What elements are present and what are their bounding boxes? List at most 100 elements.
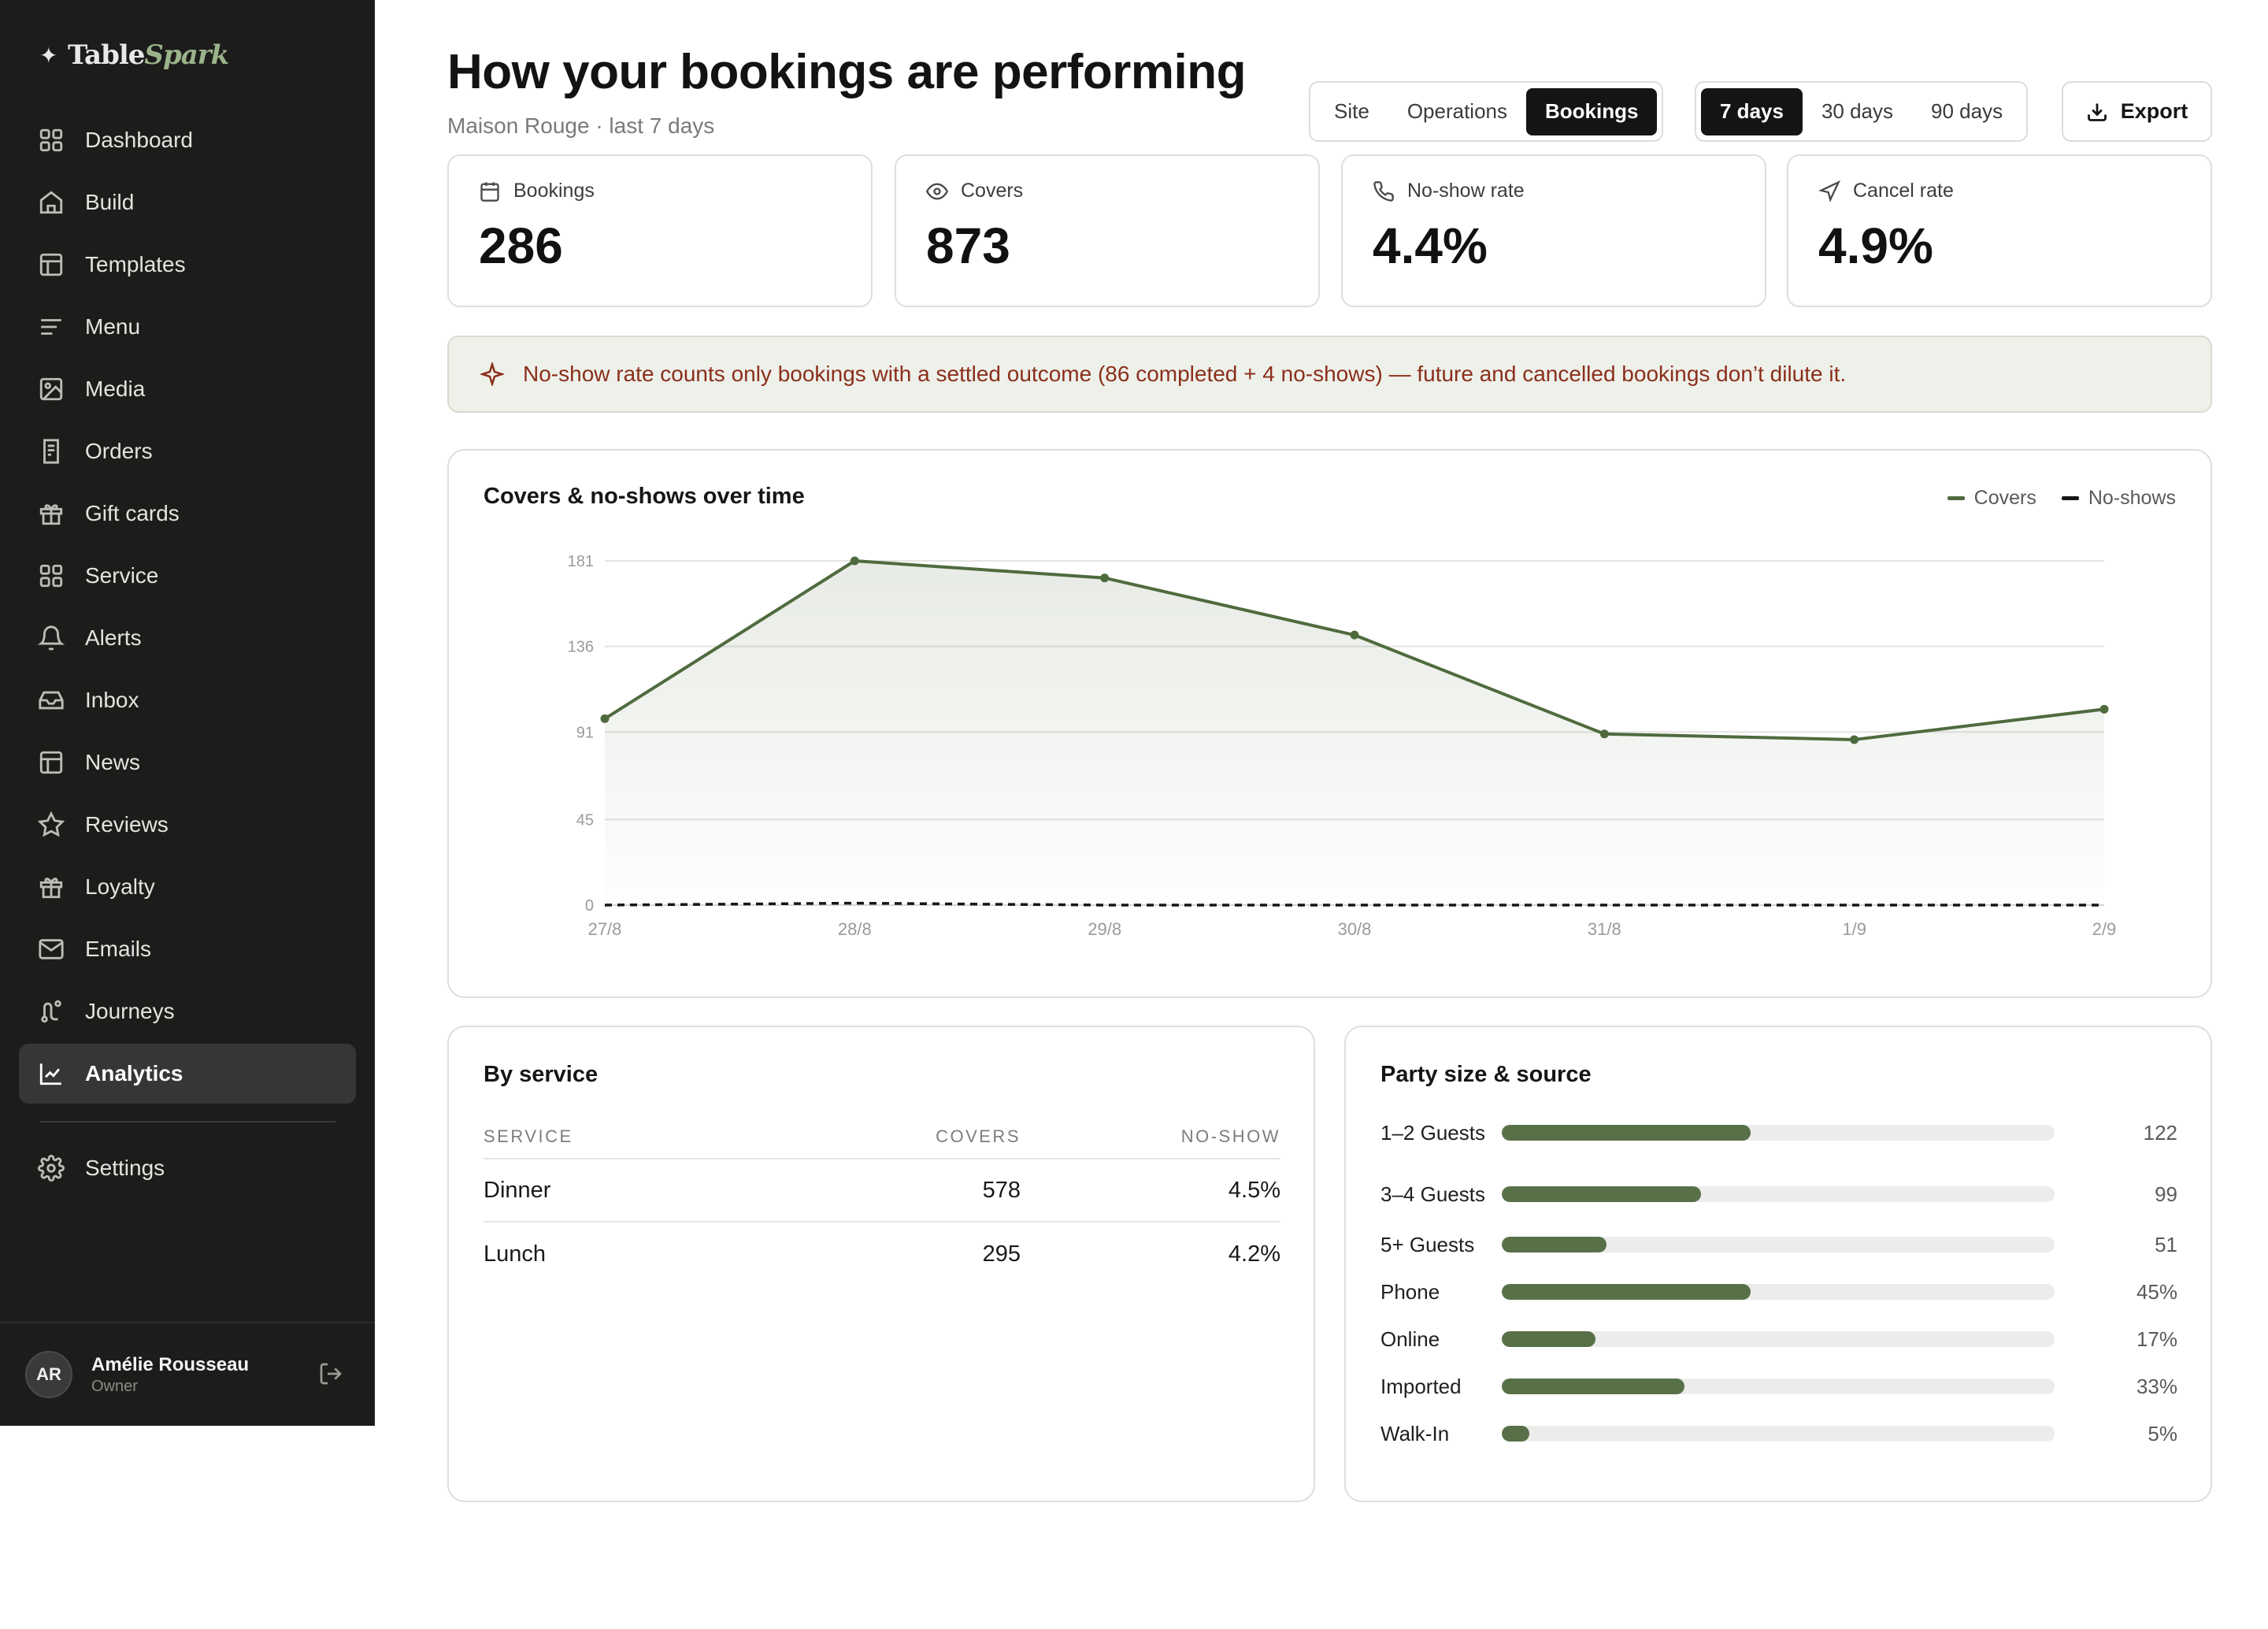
- sidebar-item-inbox[interactable]: Inbox: [19, 670, 356, 730]
- chart-icon: [39, 1063, 61, 1085]
- sidebar-item-gift-cards[interactable]: Gift cards: [19, 484, 356, 544]
- export-label: Export: [2120, 99, 2188, 123]
- bar-track: [1502, 1379, 2055, 1394]
- gift-icon: [39, 878, 63, 899]
- notice-text: No-show rate counts only bookings with a…: [523, 362, 1847, 386]
- stat-label: No-show rate: [1407, 180, 1525, 202]
- col-service: SERVICE: [484, 1126, 573, 1146]
- bar-fill: [1502, 1125, 1751, 1141]
- bar-label: Phone: [1380, 1280, 1440, 1304]
- sidebar-item-media[interactable]: Media: [19, 359, 356, 419]
- page-subtitle: Maison Rouge · last 7 days: [447, 113, 715, 138]
- tab-bookings[interactable]: Bookings: [1526, 87, 1658, 135]
- sidebar-item-label: Settings: [85, 1156, 165, 1180]
- bar-fill: [1502, 1331, 1596, 1347]
- sidebar-item-label: Reviews: [85, 812, 169, 837]
- covers-chart-card: Covers & no-shows over time Covers No-sh…: [447, 449, 2212, 998]
- bar-label: 1–2 Guests: [1380, 1121, 1485, 1145]
- bar-row: 1–2 Guests 122: [1380, 1115, 2177, 1150]
- user-profile[interactable]: AR Amélie Rousseau Owner: [0, 1322, 375, 1426]
- sidebar-item-loyalty[interactable]: Loyalty: [19, 857, 356, 917]
- sidebar-item-menu[interactable]: Menu: [19, 297, 356, 357]
- bar-label: Walk-In: [1380, 1422, 1450, 1445]
- sidebar-item-journeys[interactable]: Journeys: [19, 981, 356, 1041]
- range-7-days[interactable]: 7 days: [1701, 87, 1803, 135]
- sidebar-item-analytics[interactable]: Analytics: [19, 1044, 356, 1104]
- bar-fill: [1502, 1426, 1530, 1442]
- stat-value: 4.4%: [1373, 217, 1488, 274]
- sidebar-item-label: Gift cards: [85, 501, 180, 525]
- bell-icon: [38, 625, 65, 651]
- lines-icon: [41, 319, 61, 335]
- sidebar-item-label: Orders: [85, 439, 153, 463]
- stat-value: 286: [479, 217, 563, 274]
- sidebar-item-label: Service: [85, 563, 159, 588]
- sidebar-item-label: Media: [85, 377, 146, 401]
- cell-service: Dinner: [484, 1177, 551, 1203]
- line-chart: 0 45 91 136 181 27/8 28/8 29/8 30/8 31/8 1/9 2/9: [568, 553, 2117, 939]
- bar-value: 5%: [2148, 1421, 2177, 1445]
- sidebar-item-label: Alerts: [85, 625, 142, 650]
- by-service-table: SERVICE COVERS NO-SHOW Dinner 578 4.5% L…: [484, 1115, 1280, 1286]
- cell-covers: 295: [982, 1241, 1021, 1267]
- sparkle-icon: [480, 362, 504, 386]
- sparkle-icon: ✦: [39, 43, 58, 68]
- bar-row: Online 17%: [1380, 1322, 2177, 1356]
- sidebar-item-reviews[interactable]: Reviews: [19, 795, 356, 855]
- sidebar-item-label: Templates: [85, 252, 186, 276]
- sidebar-item-settings[interactable]: Settings: [19, 1138, 356, 1198]
- gear-icon: [38, 1155, 65, 1182]
- send-icon: [1818, 180, 1840, 202]
- sidebar-item-emails[interactable]: Emails: [19, 919, 356, 979]
- tab-operations[interactable]: Operations: [1406, 99, 1507, 123]
- logout-icon[interactable]: [318, 1361, 343, 1386]
- table-row: Dinner 578 4.5%: [484, 1160, 1280, 1223]
- sidebar-item-label: Menu: [85, 314, 141, 339]
- calendar-icon: [480, 181, 499, 202]
- phone-icon: [1373, 180, 1394, 202]
- download-icon: [2087, 103, 2107, 121]
- range-30-days[interactable]: 30 days: [1821, 99, 1894, 123]
- receipt-icon: [43, 439, 59, 464]
- eye-icon: [926, 182, 948, 200]
- table-row: Lunch 295 4.2%: [484, 1223, 1280, 1286]
- info-notice: No-show rate counts only bookings with a…: [447, 336, 2212, 413]
- cell-covers: 578: [982, 1177, 1021, 1203]
- covers-point: [850, 556, 859, 566]
- by-service-card: By service SERVICE COVERS NO-SHOW Dinner…: [447, 1026, 1315, 1502]
- tab-site[interactable]: Site: [1334, 99, 1369, 123]
- bar-track: [1502, 1331, 2055, 1347]
- y-tick-label: 0: [585, 897, 594, 915]
- sidebar-item-alerts[interactable]: Alerts: [19, 608, 356, 668]
- sidebar-item-news[interactable]: News: [19, 733, 356, 792]
- stat-card-cancel-rate: Cancel rate 4.9%: [1787, 154, 2212, 307]
- export-button[interactable]: Export: [2062, 81, 2212, 142]
- x-tick-label: 30/8: [1338, 919, 1372, 939]
- range-90-days[interactable]: 90 days: [1931, 99, 2003, 123]
- bar-fill: [1502, 1186, 1701, 1202]
- y-tick-label: 181: [568, 553, 594, 570]
- x-tick-label: 29/8: [1088, 919, 1121, 939]
- sidebar-item-dashboard[interactable]: Dashboard: [19, 110, 356, 170]
- x-tick-label: 31/8: [1588, 919, 1621, 939]
- inbox-icon: [39, 691, 64, 710]
- covers-point: [1850, 735, 1859, 744]
- avatar: AR: [25, 1351, 72, 1398]
- party-size-source-card: Party size & source 1–2 Guests 122 3–4 Gue…: [1344, 1026, 2212, 1502]
- sidebar-item-service[interactable]: Service: [19, 546, 356, 606]
- sidebar-item-templates[interactable]: Templates: [19, 235, 356, 295]
- sidebar-item-orders[interactable]: Orders: [19, 421, 356, 481]
- sidebar-nav: Dashboard Build Templates Menu Media Orders Gi…: [19, 110, 356, 1200]
- brand-logo[interactable]: ✦ TableSpark: [39, 36, 229, 74]
- x-tick-label: 28/8: [838, 919, 872, 939]
- nav-divider: [39, 1121, 335, 1122]
- y-tick-label: 91: [576, 724, 594, 741]
- col-covers: COVERS: [936, 1126, 1021, 1146]
- bar-track: [1502, 1237, 2055, 1252]
- sidebar-item-build[interactable]: Build: [19, 173, 356, 232]
- home-icon: [39, 191, 63, 214]
- sidebar-item-label: Dashboard: [85, 128, 193, 152]
- bar-label: Imported: [1380, 1375, 1462, 1398]
- sidebar: ✦ TableSpark Dashboard Build Templates Menu…: [0, 0, 375, 1426]
- user-name: Amélie Rousseau: [91, 1353, 250, 1375]
